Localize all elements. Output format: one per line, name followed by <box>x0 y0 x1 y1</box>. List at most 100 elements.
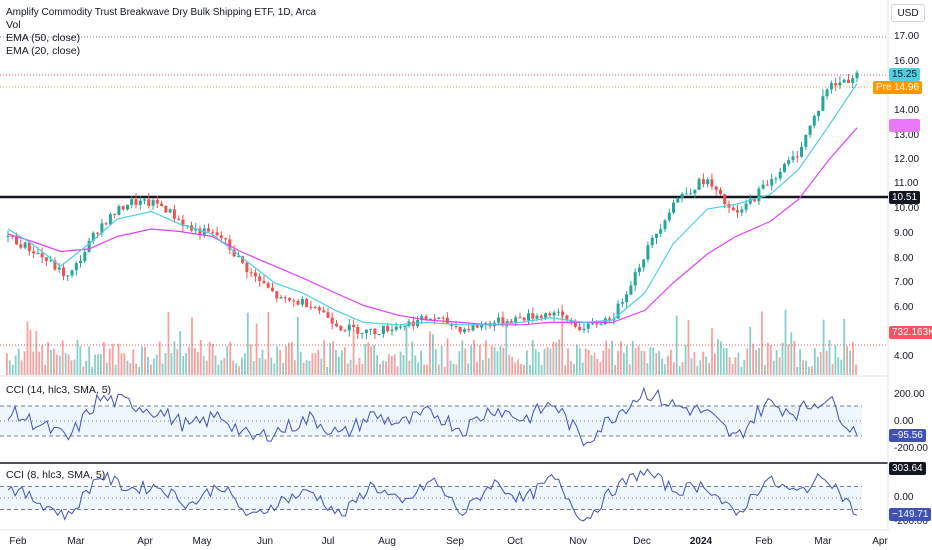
volume-bar <box>799 349 801 375</box>
candle <box>317 307 321 311</box>
candle <box>164 206 168 213</box>
volume-bar <box>529 364 531 375</box>
candle <box>335 323 338 327</box>
volume-bar <box>699 360 702 375</box>
price-tick-label: 17.00 <box>894 31 920 42</box>
volume-bar <box>825 350 828 375</box>
candle <box>236 256 240 258</box>
candle <box>313 307 317 308</box>
candle <box>100 223 104 234</box>
volume-value-tag: 732.163K <box>889 326 932 339</box>
price-tick-label: 9.00 <box>894 228 914 239</box>
volume-bar <box>467 363 470 375</box>
cci14-tick-200: 200.00 <box>894 389 925 400</box>
candle <box>527 313 530 321</box>
volume-bar <box>761 311 763 375</box>
volume-bar <box>593 352 596 375</box>
volume-bar <box>855 364 857 375</box>
candle <box>625 294 629 303</box>
candle <box>637 267 641 273</box>
volume-bar <box>238 366 240 375</box>
candle <box>509 321 513 323</box>
candle <box>616 303 620 319</box>
volume-bar <box>743 360 746 375</box>
volume-bar <box>758 347 760 375</box>
candle <box>322 310 326 313</box>
volume-bar <box>670 349 672 375</box>
volume-bar <box>766 342 769 375</box>
candle <box>829 83 833 90</box>
volume-bar <box>813 348 816 375</box>
candle <box>736 210 739 213</box>
volume-bar <box>26 321 29 375</box>
price-tick-label: 11.00 <box>894 178 919 189</box>
volume-bar <box>241 357 243 375</box>
price-tick-label: 8.00 <box>894 253 914 264</box>
volume-bar <box>217 364 220 375</box>
volume-bar <box>261 349 264 375</box>
volume-bar <box>458 351 461 375</box>
volume-bar <box>105 362 108 375</box>
volume-bar <box>464 348 467 375</box>
cci8-tick-minus200: -200.00 <box>894 516 928 527</box>
level-line-tag: 10.51 <box>889 191 921 204</box>
volume-bar <box>455 364 458 375</box>
volume-bar <box>520 364 522 375</box>
candle <box>544 313 548 318</box>
volume-bar <box>111 343 114 375</box>
volume-bar <box>370 346 373 375</box>
volume-bar <box>476 362 478 375</box>
candle <box>744 203 748 210</box>
candle <box>672 202 675 213</box>
volume-bar <box>79 346 82 375</box>
currency-button[interactable]: USD <box>891 4 925 22</box>
volume-bar <box>446 338 449 375</box>
volume-bar <box>423 364 425 375</box>
candle <box>262 281 266 284</box>
volume-bar <box>349 359 352 375</box>
volume-bar <box>147 356 149 375</box>
volume-bar <box>285 345 287 375</box>
volume-bar <box>373 345 375 375</box>
candle <box>386 325 390 332</box>
volume-bar <box>288 342 290 375</box>
volume-bar <box>769 345 772 375</box>
volume-bar <box>437 364 440 375</box>
volume-bar <box>120 353 123 375</box>
volume-bar <box>493 347 496 375</box>
volume-bar <box>508 354 511 375</box>
volume-bar <box>235 363 237 375</box>
candle <box>87 240 91 252</box>
candle <box>241 256 245 263</box>
candle <box>219 235 223 239</box>
volume-bar <box>326 366 328 375</box>
volume-bar <box>643 351 646 375</box>
time-tick-label: Dec <box>633 536 651 547</box>
candle <box>305 299 309 307</box>
volume-bar <box>481 360 484 375</box>
candle <box>680 193 684 199</box>
candle <box>266 283 270 288</box>
time-tick-label: Feb <box>9 536 27 547</box>
volume-bar <box>29 329 32 375</box>
volume-bar <box>299 351 302 375</box>
candle <box>663 220 667 230</box>
candle <box>40 253 44 258</box>
candle <box>138 200 142 205</box>
volume-bar <box>355 364 358 375</box>
volume-bar <box>399 351 402 375</box>
candle <box>300 299 304 305</box>
volume-bar <box>655 352 658 375</box>
candle <box>851 78 855 83</box>
candle <box>27 242 31 252</box>
volume-bar <box>352 330 355 375</box>
volume-bar <box>849 350 851 375</box>
volume-bar <box>35 331 38 375</box>
volume-bar <box>587 349 590 375</box>
volume-bar <box>690 358 693 375</box>
volume-bar <box>302 362 305 375</box>
candle <box>791 156 795 161</box>
candle <box>475 325 479 328</box>
volume-bar <box>584 348 587 375</box>
